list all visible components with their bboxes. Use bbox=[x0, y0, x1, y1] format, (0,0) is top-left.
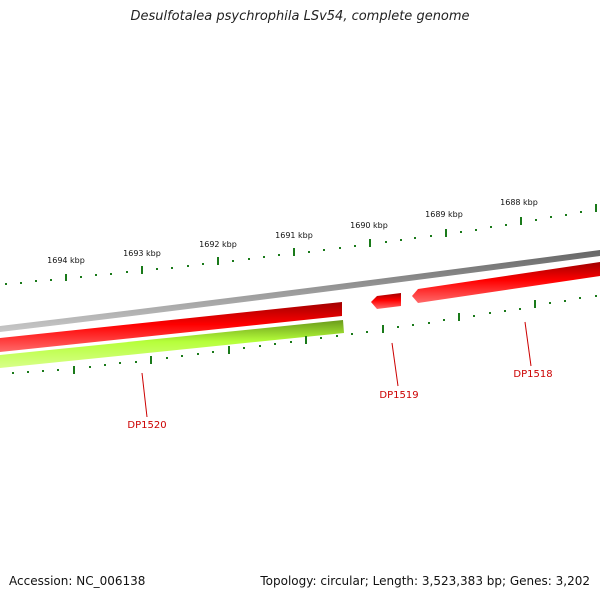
dp1518-leader-line bbox=[524, 321, 532, 367]
gene-dp1518-forward[interactable] bbox=[412, 262, 600, 303]
genome-summary-text: Topology: circular; Length: 3,523,383 bp… bbox=[260, 574, 590, 588]
scale-tick-label: 1688 kbp bbox=[500, 198, 538, 207]
gene-dp1520-forward[interactable] bbox=[0, 302, 342, 352]
scale-tick-label: 1690 kbp bbox=[350, 221, 388, 230]
gene-dp1520-reverse[interactable] bbox=[0, 320, 344, 368]
map-title: Desulfotalea psychrophila LSv54, complet… bbox=[130, 9, 470, 24]
scale-tick-label: 1689 kbp bbox=[425, 210, 463, 219]
scale-tick-label: 1693 kbp bbox=[123, 249, 161, 258]
dp1520-leader-line bbox=[141, 372, 148, 418]
gene-label-dp1518[interactable]: DP1518 bbox=[513, 369, 552, 380]
dp1519-leader-line bbox=[391, 342, 399, 387]
outer-scale-ring bbox=[5, 204, 597, 285]
scale-tick-label: 1692 kbp bbox=[199, 240, 237, 249]
inner-scale-ring bbox=[12, 295, 597, 374]
gene-label-dp1519[interactable]: DP1519 bbox=[379, 390, 418, 401]
gene-label-dp1520[interactable]: DP1520 bbox=[127, 420, 166, 431]
genome-backbone bbox=[0, 250, 600, 332]
scale-tick-label: 1691 kbp bbox=[275, 231, 313, 240]
scale-tick-label: 1694 kbp bbox=[47, 256, 85, 265]
gene-dp1519-forward[interactable] bbox=[371, 293, 401, 309]
accession-text: Accession: NC_006138 bbox=[9, 574, 146, 588]
